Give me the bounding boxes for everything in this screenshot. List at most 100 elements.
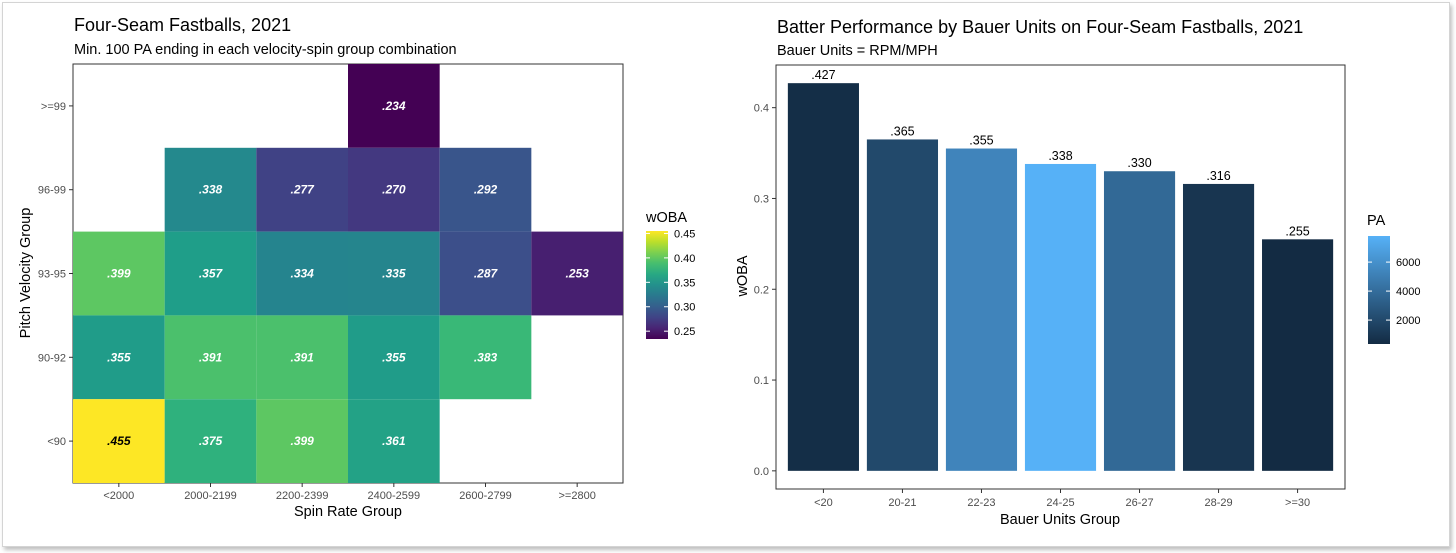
bar-chart-legend-tick-label: 4000 — [1396, 286, 1420, 298]
bar-y-tick-label: 0.2 — [754, 284, 769, 296]
heatmap-cell-label: .357 — [199, 267, 224, 281]
heatmap-x-tick-label: 2200-2399 — [276, 490, 329, 502]
heatmap-cell-label: .277 — [290, 183, 315, 197]
bar-chart-subtitle: Bauer Units = RPM/MPH — [777, 43, 938, 59]
heatmap-cell — [164, 315, 257, 400]
heatmap-cell-label: .292 — [474, 183, 498, 197]
heatmap-cell-label: .253 — [565, 267, 589, 281]
bar-y-tick-label: 0.3 — [754, 193, 769, 205]
heatmap-cell-label: .234 — [382, 99, 406, 113]
heatmap-cell — [439, 147, 532, 232]
heatmap-cell — [73, 231, 165, 316]
heatmap-x-tick-label: >=2800 — [559, 490, 596, 502]
heatmap-cell — [164, 399, 257, 483]
bar-x-tick-label: 24-25 — [1046, 497, 1074, 509]
heatmap-cell-label: .355 — [382, 350, 406, 364]
heatmap-cell-label: .361 — [382, 434, 406, 448]
heatmap-cell-label: .375 — [199, 434, 223, 448]
heatmap-legend-tick-label: 0.25 — [674, 326, 695, 338]
heatmap-x-axis-title: Spin Rate Group — [294, 504, 402, 520]
heatmap-y-tick-label: 90-92 — [38, 352, 66, 364]
heatmap-cell — [256, 231, 348, 316]
heatmap-legend-tick-label: 0.30 — [674, 302, 695, 314]
bar-chart-legend-tick-label: 2000 — [1396, 315, 1420, 327]
heatmap-cell — [164, 147, 257, 232]
bar-chart-x-axis-title: Bauer Units Group — [1000, 512, 1120, 528]
heatmap-legend-tick-label: 0.35 — [674, 277, 695, 289]
heatmap-legend-tick-label: 0.45 — [674, 228, 695, 240]
heatmap-cell-label: .399 — [290, 434, 314, 448]
heatmap-x-tick-label: 2000-2199 — [184, 490, 237, 502]
bar — [945, 148, 1018, 471]
heatmap-cell-label: .455 — [107, 434, 131, 448]
heatmap-cell — [348, 147, 440, 232]
heatmap-cell-label: .355 — [107, 350, 131, 364]
heatmap-y-tick-label: 96-99 — [38, 185, 66, 197]
heatmap-cell — [73, 315, 165, 400]
heatmap-cell — [348, 64, 440, 148]
heatmap-legend: wOBA 0.25 0.30 0.35 0.40 0.45 — [645, 210, 695, 339]
heatmap-y-tick-label: <90 — [47, 436, 66, 448]
heatmap-cell — [164, 231, 257, 316]
bar — [1024, 163, 1097, 471]
bar-value-label: .330 — [1127, 156, 1151, 170]
heatmap-cell — [73, 399, 165, 483]
heatmap-legend-title: wOBA — [645, 210, 687, 226]
heatmap-cell — [439, 315, 532, 400]
bar — [787, 83, 859, 471]
bar-x-tick-label: 22-23 — [967, 497, 995, 509]
bar-value-label: .365 — [890, 124, 914, 138]
bar-chart: Batter Performance by Bauer Units on Fou… — [735, 17, 1420, 528]
bar-chart-title: Batter Performance by Bauer Units on Fou… — [777, 17, 1303, 37]
heatmap-cell — [531, 231, 623, 316]
heatmap-cell — [439, 231, 532, 316]
bar-chart-legend: PA 2000 4000 6000 — [1367, 213, 1420, 344]
heatmap-cell-label: .391 — [199, 350, 223, 364]
heatmap-x-tick-label: 2400-2599 — [368, 490, 421, 502]
bar-x-tick-label: >=30 — [1285, 497, 1310, 509]
bar-value-label: .427 — [811, 68, 835, 82]
heatmap-y-tick-label: >=99 — [41, 101, 66, 113]
heatmap-cell-label: .270 — [382, 183, 406, 197]
heatmap-cell-label: .391 — [290, 350, 314, 364]
heatmap-cell — [348, 315, 440, 400]
bar-value-label: .316 — [1206, 169, 1230, 183]
bar-x-tick-label: <20 — [814, 497, 833, 509]
heatmap-cell — [348, 399, 440, 483]
bar-x-tick-label: 28-29 — [1204, 497, 1232, 509]
heatmap-cell — [348, 231, 440, 316]
bar-x-tick-label: 20-21 — [888, 497, 916, 509]
bar-value-label: .255 — [1285, 224, 1309, 238]
heatmap-cell — [256, 147, 348, 232]
heatmap-cell — [256, 315, 348, 400]
heatmap-title: Four-Seam Fastballs, 2021 — [74, 15, 291, 35]
bar — [1182, 183, 1255, 471]
heatmap-chart: Four-Seam Fastballs, 2021 Min. 100 PA en… — [18, 15, 695, 520]
heatmap-x-tick-label: 2600-2799 — [459, 490, 512, 502]
heatmap-cell-label: .334 — [290, 267, 314, 281]
heatmap-cell-label: .399 — [107, 267, 131, 281]
bar-y-tick-label: 0.0 — [754, 466, 769, 478]
bar-y-tick-label: 0.4 — [754, 103, 769, 115]
bar-value-label: .355 — [969, 134, 993, 148]
heatmap-cell — [256, 399, 348, 483]
bar — [866, 139, 939, 471]
bar — [1103, 171, 1176, 471]
bar-chart-legend-title: PA — [1367, 213, 1386, 229]
heatmap-cell-label: .383 — [474, 350, 498, 364]
bar — [1262, 239, 1334, 471]
bar-chart-y-axis-title: wOBA — [735, 255, 751, 297]
heatmap-legend-colorbar — [646, 231, 668, 339]
heatmap-cell-label: .335 — [382, 267, 406, 281]
heatmap-y-tick-label: 93-95 — [38, 269, 66, 281]
bar-chart-legend-colorbar — [1368, 236, 1390, 344]
heatmap-subtitle: Min. 100 PA ending in each velocity-spin… — [74, 42, 457, 58]
bar-y-tick-label: 0.1 — [754, 375, 769, 387]
heatmap-y-axis-title: Pitch Velocity Group — [18, 208, 34, 339]
bar-x-tick-label: 26-27 — [1125, 497, 1153, 509]
heatmap-cell-label: .338 — [199, 183, 223, 197]
heatmap-x-tick-label: <2000 — [103, 490, 134, 502]
bar-chart-legend-tick-label: 6000 — [1396, 257, 1420, 269]
heatmap-legend-tick-label: 0.40 — [674, 253, 695, 265]
